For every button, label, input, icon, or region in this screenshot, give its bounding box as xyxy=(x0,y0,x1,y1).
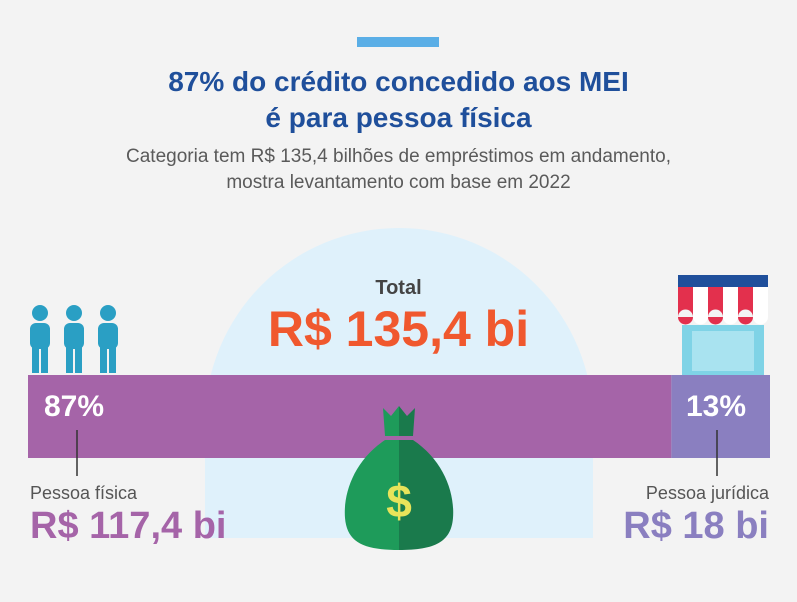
total-label: Total xyxy=(375,277,422,299)
subtitle-line-2: mostra levantamento com base em 2022 xyxy=(226,172,571,193)
title-line-2: é para pessoa física xyxy=(265,102,532,133)
bar-segment-pessoa-fisica xyxy=(28,375,672,458)
category-label-pessoa-fisica: Pessoa física xyxy=(30,483,138,503)
subtitle-line-1: Categoria tem R$ 135,4 bilhões de emprés… xyxy=(126,146,671,167)
people-icon xyxy=(30,305,118,373)
value-label-pessoa-juridica: R$ 18 bi xyxy=(623,505,769,547)
bar-segment-pessoa-juridica xyxy=(671,375,770,458)
chart-subtitle: Categoria tem R$ 135,4 bilhões de emprés… xyxy=(0,144,797,196)
value-label-pessoa-fisica: R$ 117,4 bi xyxy=(30,505,227,547)
svg-text:$: $ xyxy=(386,475,412,527)
storefront-icon xyxy=(678,275,768,375)
accent-bar xyxy=(357,37,439,47)
title-line-1: 87% do crédito concedido aos MEI xyxy=(168,66,629,97)
total-value: R$ 135,4 bi xyxy=(267,301,530,357)
category-label-pessoa-juridica: Pessoa jurídica xyxy=(645,483,769,503)
money-bag-icon: $ xyxy=(344,406,454,550)
chart-title: 87% do crédito concedido aos MEI é para … xyxy=(0,64,797,136)
percent-label-pessoa-juridica: 13% xyxy=(686,390,747,423)
percent-label-pessoa-fisica: 87% xyxy=(44,390,105,423)
